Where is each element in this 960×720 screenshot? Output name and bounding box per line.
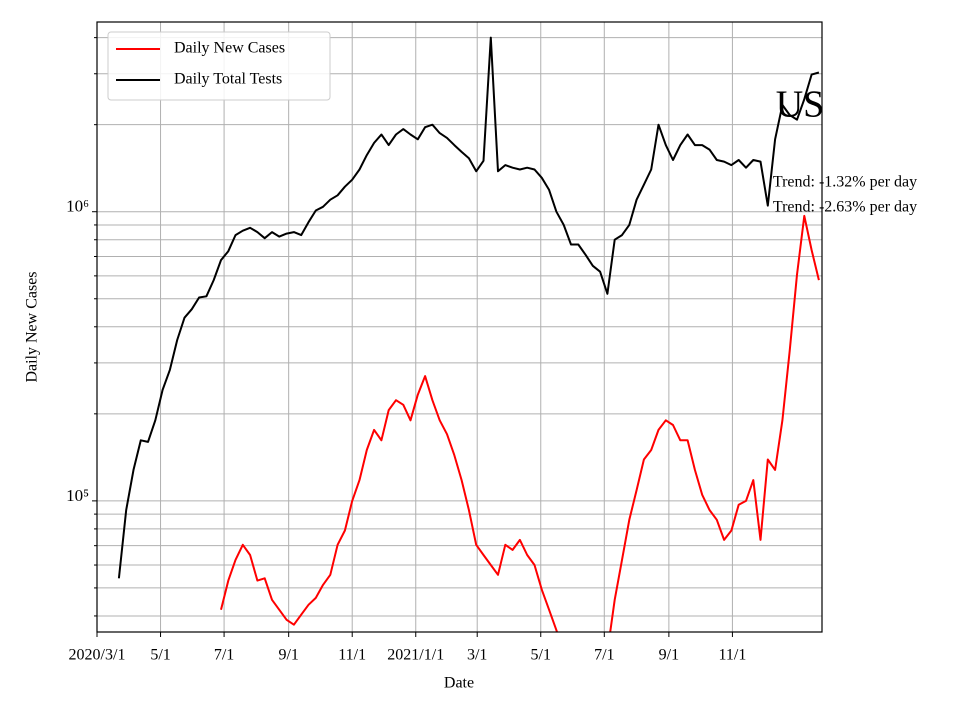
x-tick-label: 11/1	[338, 647, 366, 664]
y-tick-label: 10⁶	[66, 197, 89, 216]
x-tick-label: 2021/1/1	[387, 647, 444, 664]
plot-lines	[117, 36, 820, 632]
y-tick-label: 10⁵	[66, 486, 89, 505]
ticks: 2020/3/1 5/1 7/1 9/1 11/1 2021/1/1 3/1 5/1 7/1 9/…	[66, 37, 746, 664]
x-axis-label: Date	[444, 675, 474, 692]
x-tick-label: 11/1	[718, 647, 746, 664]
chart-title: US	[776, 84, 825, 126]
x-tick-label: 7/1	[214, 647, 234, 664]
x-tick-label: 5/1	[150, 647, 170, 664]
series-line	[117, 36, 820, 579]
x-tick-label: 5/1	[531, 647, 551, 664]
annotation: Trend: -1.32% per day	[773, 174, 917, 191]
x-tick-label: 9/1	[278, 647, 298, 664]
legend-label: Daily Total Tests	[174, 71, 282, 88]
series-line	[220, 214, 820, 632]
legend: Daily New Cases Daily Total Tests	[107, 31, 331, 101]
x-tick-label: 9/1	[659, 647, 679, 664]
annotation: Trend: -2.63% per day	[773, 199, 917, 216]
y-axis-label: Daily New Cases	[24, 271, 41, 382]
legend-label: Daily New Cases	[174, 40, 285, 57]
x-tick-label: 7/1	[594, 647, 614, 664]
x-tick-label: 2020/3/1	[69, 647, 126, 664]
legend-box	[107, 31, 331, 101]
x-tick-label: 3/1	[467, 647, 487, 664]
